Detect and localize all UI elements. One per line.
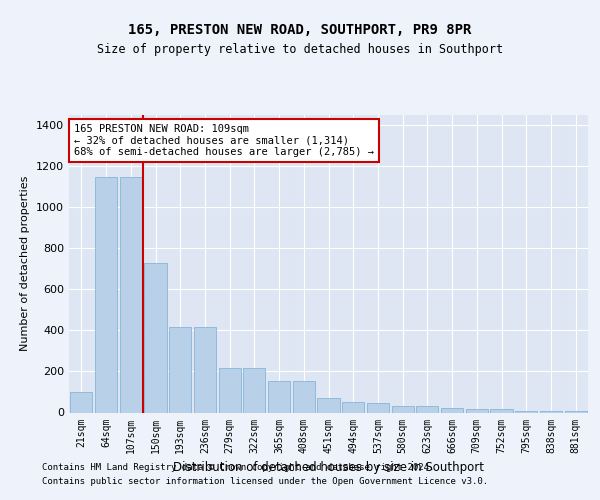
Y-axis label: Number of detached properties: Number of detached properties — [20, 176, 31, 352]
Bar — [466, 409, 488, 412]
Text: 165 PRESTON NEW ROAD: 109sqm
← 32% of detached houses are smaller (1,314)
68% of: 165 PRESTON NEW ROAD: 109sqm ← 32% of de… — [74, 124, 374, 157]
Bar — [194, 328, 216, 412]
Text: Size of property relative to detached houses in Southport: Size of property relative to detached ho… — [97, 42, 503, 56]
Text: Contains HM Land Registry data © Crown copyright and database right 2024.: Contains HM Land Registry data © Crown c… — [42, 464, 434, 472]
Bar — [441, 408, 463, 412]
Text: 165, PRESTON NEW ROAD, SOUTHPORT, PR9 8PR: 165, PRESTON NEW ROAD, SOUTHPORT, PR9 8P… — [128, 22, 472, 36]
Bar — [119, 176, 142, 412]
Bar — [490, 410, 512, 412]
Bar — [392, 406, 414, 412]
Bar — [70, 392, 92, 412]
X-axis label: Distribution of detached houses by size in Southport: Distribution of detached houses by size … — [173, 461, 484, 474]
Bar — [169, 328, 191, 412]
Bar — [293, 380, 315, 412]
Bar — [268, 380, 290, 412]
Text: Contains public sector information licensed under the Open Government Licence v3: Contains public sector information licen… — [42, 477, 488, 486]
Bar — [342, 402, 364, 412]
Bar — [243, 368, 265, 412]
Bar — [218, 368, 241, 412]
Bar — [95, 176, 117, 412]
Bar — [145, 262, 167, 412]
Bar — [367, 404, 389, 412]
Bar — [317, 398, 340, 412]
Bar — [416, 406, 439, 412]
